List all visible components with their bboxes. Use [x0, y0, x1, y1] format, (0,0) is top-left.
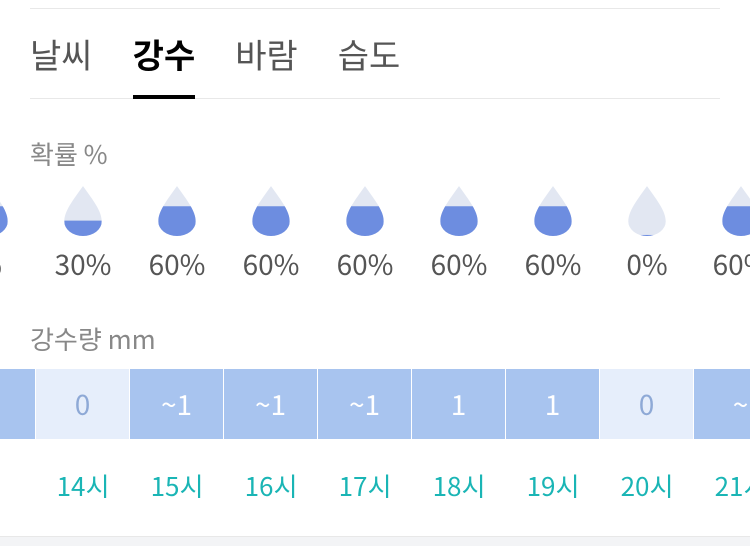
raindrop-icon — [344, 184, 386, 236]
time-cell: 19시 — [506, 467, 600, 504]
amount-row[interactable]: 0~1~1~1110~ — [0, 369, 750, 439]
probability-item: % — [0, 184, 36, 284]
probability-item: 30% — [36, 184, 130, 284]
amount-cell: 1 — [506, 369, 599, 439]
time-cell: 시 — [0, 467, 36, 504]
time-cell: 16시 — [224, 467, 318, 504]
probability-item: 60% — [694, 184, 750, 284]
probability-item: 0% — [600, 184, 694, 284]
probability-value: 60% — [525, 244, 582, 284]
raindrop-icon — [156, 184, 198, 236]
divider-bottom — [0, 536, 750, 546]
tab-1[interactable]: 강수 — [133, 29, 196, 98]
probability-item: 60% — [224, 184, 318, 284]
probability-row[interactable]: % 30% 60% 60% 60% 60% 60% 0% 60% — [0, 184, 750, 284]
probability-item: 60% — [318, 184, 412, 284]
raindrop-icon — [250, 184, 292, 236]
tabs: 날씨 강수 바람 습도 — [30, 9, 720, 99]
amount-cell: 0 — [600, 369, 693, 439]
probability-value: 60% — [431, 244, 488, 284]
amount-cell: 1 — [412, 369, 505, 439]
probability-item: 60% — [130, 184, 224, 284]
amount-label: 강수량 mm — [0, 284, 750, 369]
raindrop-icon — [62, 184, 104, 236]
time-cell: 20시 — [600, 467, 694, 504]
raindrop-icon — [720, 184, 750, 236]
weather-precip-panel: 날씨 강수 바람 습도 확률 % % 30% 60% 60% 60% 60% 60% … — [0, 8, 750, 546]
raindrop-icon — [0, 184, 10, 236]
probability-item: 60% — [412, 184, 506, 284]
amount-cell: ~1 — [224, 369, 317, 439]
probability-value: 60% — [243, 244, 300, 284]
amount-cell: ~ — [694, 369, 750, 439]
tab-0[interactable]: 날씨 — [30, 29, 93, 98]
raindrop-icon — [626, 184, 668, 236]
time-cell: 18시 — [412, 467, 506, 504]
probability-value: % — [0, 244, 2, 284]
time-cell: 15시 — [130, 467, 224, 504]
time-row[interactable]: 시14시15시16시17시18시19시20시21시 — [0, 439, 750, 524]
amount-cell: 0 — [36, 369, 129, 439]
probability-value: 60% — [713, 244, 750, 284]
tab-3[interactable]: 습도 — [338, 29, 401, 98]
amount-cell: ~1 — [130, 369, 223, 439]
amount-cell: ~1 — [318, 369, 411, 439]
tab-2[interactable]: 바람 — [235, 29, 298, 98]
raindrop-icon — [532, 184, 574, 236]
amount-cell — [0, 369, 35, 439]
time-cell: 21시 — [694, 467, 750, 504]
time-cell: 14시 — [36, 467, 130, 504]
probability-value: 30% — [55, 244, 112, 284]
raindrop-icon — [438, 184, 480, 236]
probability-label: 확률 % — [0, 99, 750, 184]
probability-value: 0% — [626, 244, 667, 284]
probability-item: 60% — [506, 184, 600, 284]
probability-value: 60% — [149, 244, 206, 284]
probability-value: 60% — [337, 244, 394, 284]
time-cell: 17시 — [318, 467, 412, 504]
